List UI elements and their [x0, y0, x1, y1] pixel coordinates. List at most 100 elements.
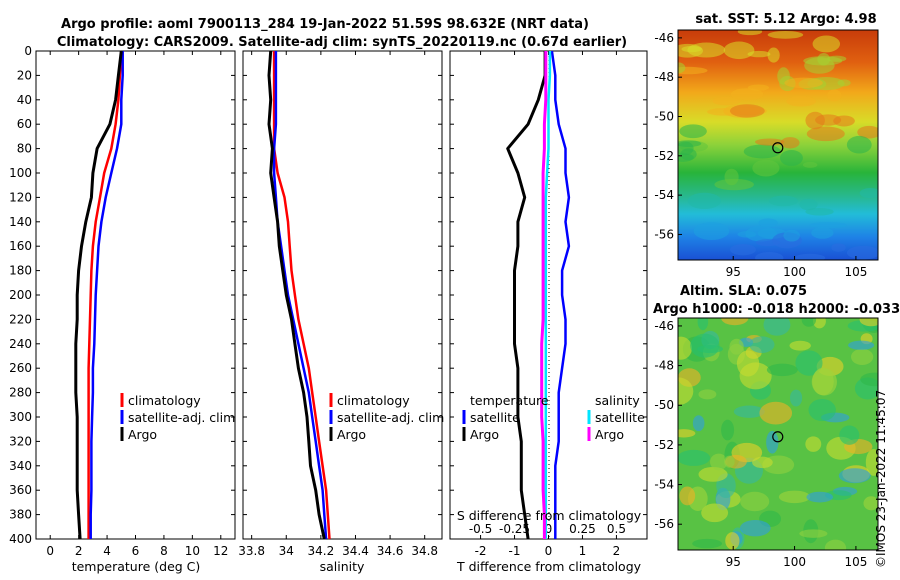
sla-texture	[759, 401, 793, 425]
series-line-argo	[267, 50, 326, 540]
y-tick-label: 360	[9, 483, 32, 497]
y-tick-label: 340	[9, 459, 32, 473]
legend-salinity-title: salinity	[595, 393, 640, 408]
sst-texture	[846, 135, 872, 154]
sla-texture	[805, 436, 822, 452]
sst-texture	[687, 192, 722, 210]
y-tick-label: 380	[9, 508, 32, 522]
series-line-t-argo	[506, 51, 547, 540]
x-tick-label: 34	[279, 544, 294, 558]
sla-texture	[752, 456, 773, 469]
sst-texture	[831, 243, 846, 252]
sla-texture	[812, 367, 834, 396]
sst-texture	[833, 115, 855, 127]
x-tick-label: 2	[613, 544, 621, 558]
sst-texture	[729, 104, 765, 118]
sla-texture	[698, 389, 717, 400]
map-y-tick-label: -50	[654, 109, 674, 123]
sst-texture	[857, 125, 878, 139]
sla-texture	[725, 532, 740, 550]
y-tick-label: 300	[9, 410, 32, 424]
x-tick-label: 33.8	[238, 544, 265, 558]
sst-texture	[786, 96, 816, 107]
sla-texture	[789, 340, 811, 351]
y-tick-label: 0	[24, 44, 32, 58]
sst-texture	[846, 245, 878, 260]
sla-texture	[740, 491, 770, 512]
sst-texture	[812, 35, 841, 53]
map-y-tick-label: -48	[654, 359, 674, 373]
sst-map-panel: sat. SST: 5.12 Argo: 4.98 -46 -48 -50 -52 -5…	[654, 12, 879, 279]
legend-t-satellite-label: satellite	[470, 410, 520, 425]
sst-texture	[767, 47, 780, 63]
y-tick-label: 240	[9, 337, 32, 351]
sst-texture	[805, 207, 834, 216]
imos-timestamp: ©IMOS 23-Jan-2022 11:45:07	[874, 389, 888, 568]
legend-satellite-label: satellite-adj. clim	[128, 410, 235, 425]
map-x-tick-label: 105	[844, 265, 867, 279]
sst-texture	[767, 30, 804, 39]
sla-map-image	[678, 318, 878, 550]
sst-texture	[693, 222, 730, 241]
series-line-argo	[74, 50, 123, 540]
sla-texture	[763, 318, 791, 336]
sla-map-title-line2: Argo h1000: -0.018 h2000: -0.033	[653, 302, 900, 317]
sla-texture	[692, 415, 705, 432]
x-tick-label: 4	[103, 544, 111, 558]
sla-map-panel: Altim. SLA: 0.075 Argo h1000: -0.018 h20…	[653, 284, 900, 569]
sla-texture	[701, 503, 729, 523]
sst-texture	[678, 62, 686, 74]
sla-texture	[860, 372, 878, 387]
sst-texture	[680, 148, 697, 161]
sst-texture	[755, 252, 784, 260]
x-tick-label: 1	[579, 544, 587, 558]
temperature-xlabel: temperature (deg C)	[72, 559, 201, 574]
sst-texture	[737, 231, 757, 238]
sst-texture	[755, 138, 785, 146]
sla-texture	[733, 405, 765, 418]
map-x-tick-label: 105	[844, 555, 867, 569]
sla-texture	[736, 350, 760, 377]
sst-texture	[803, 56, 843, 66]
sst-texture	[730, 88, 764, 101]
sla-texture	[812, 318, 826, 329]
x-tick-label: 2	[75, 544, 83, 558]
x-tick-label: 34.4	[342, 544, 369, 558]
salinity-panel: 33.8 34 34.2 34.4 34.6 34.8 salinity climatol…	[238, 50, 444, 574]
x-tick-label: 34.2	[308, 544, 335, 558]
sla-texture	[678, 336, 692, 360]
sla-texture	[795, 350, 823, 376]
sst-texture	[723, 41, 755, 60]
y-tick-label: 40	[17, 93, 32, 107]
x-tick-label: 10	[185, 544, 200, 558]
map-y-tick-label: -50	[654, 398, 674, 412]
sst-texture	[712, 96, 741, 106]
difference-legend: temperature satellite Argo salinity sate…	[462, 393, 645, 442]
legend-satellite-label: satellite-adj. clim	[337, 410, 444, 425]
sla-texture	[808, 398, 836, 422]
series-line-satellite-adj-clim	[89, 51, 124, 539]
x-tick-label: 34.8	[411, 544, 438, 558]
map-y-tick-label: -54	[654, 188, 674, 202]
series-line-s-argo	[540, 51, 548, 539]
sla-texture	[678, 429, 696, 438]
s-difference-tick-label: -0.25	[499, 522, 530, 536]
y-tick-label: 100	[9, 166, 32, 180]
series-line-s-satellite	[544, 51, 552, 539]
sla-texture	[678, 377, 694, 406]
sla-map-title-line1: Altim. SLA: 0.075	[680, 284, 807, 299]
sst-texture	[779, 150, 803, 166]
y-tick-label: 60	[17, 117, 32, 131]
sla-texture	[724, 455, 735, 468]
x-tick-label: 0	[545, 544, 553, 558]
y-tick-label: 280	[9, 386, 32, 400]
sla-texture	[692, 538, 723, 549]
sla-texture	[851, 348, 874, 366]
y-tick-label: 80	[17, 142, 32, 156]
sla-texture	[678, 449, 711, 466]
sst-map-image	[678, 30, 878, 260]
temperature-panel: 0204060801001201401601802002202402602803…	[9, 44, 236, 574]
s-difference-tick-label: -0.5	[469, 522, 492, 536]
y-tick-label: 140	[9, 215, 32, 229]
